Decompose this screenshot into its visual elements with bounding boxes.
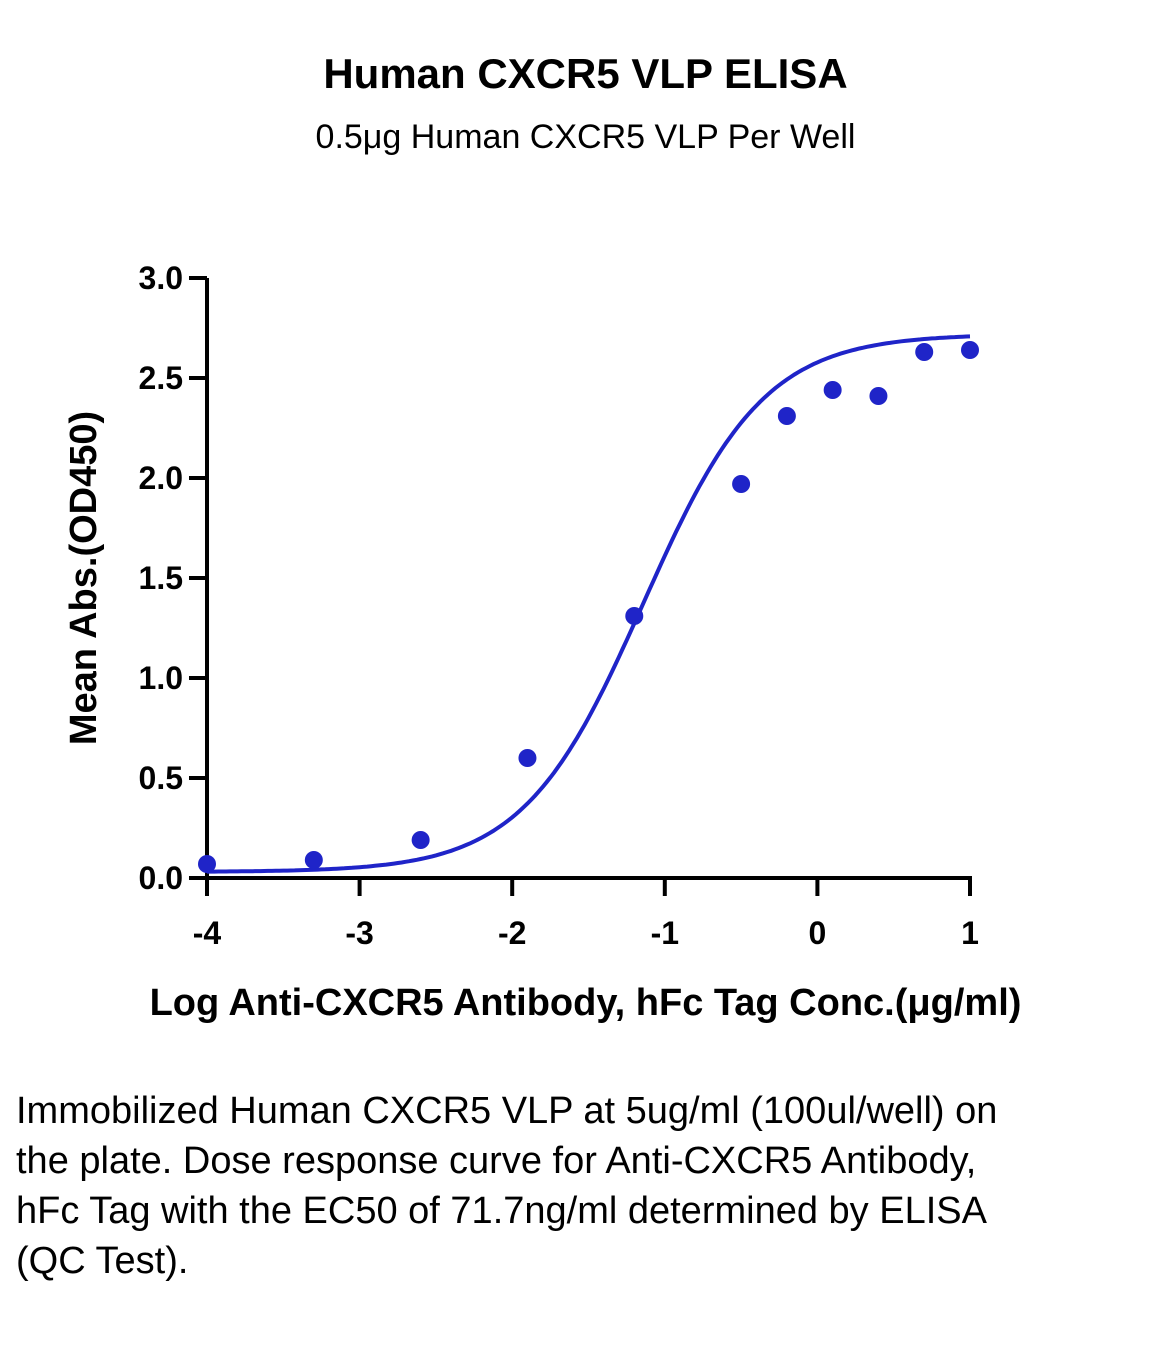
fit-curve-layer (207, 334, 971, 874)
x-tick-label: 1 (961, 915, 979, 951)
data-points-layer (198, 341, 979, 873)
y-tick-label: 2.5 (139, 360, 183, 396)
y-tick-label: 1.5 (139, 560, 183, 596)
x-tick-label: -1 (651, 915, 679, 951)
data-point (518, 749, 537, 767)
x-tick-label: -3 (345, 915, 373, 951)
y-tick-label: 1.0 (139, 660, 183, 696)
y-tick-label: 3.0 (139, 260, 183, 296)
x-tick-label: -4 (193, 915, 222, 951)
x-tick: -3 (345, 878, 374, 951)
y-tick-label: 0.5 (139, 760, 183, 796)
data-point (732, 475, 751, 493)
data-point (777, 407, 796, 425)
x-tick-label: 0 (809, 915, 827, 951)
y-tick: 2.5 (139, 360, 207, 396)
x-tick: -4 (193, 878, 222, 951)
x-tick: 1 (961, 878, 979, 951)
y-tick-label: 2.0 (139, 460, 183, 496)
x-axis-label: Log Anti-CXCR5 Antibody, hFc Tag Conc.(μ… (149, 982, 1022, 1024)
y-tick: 1.5 (139, 560, 207, 596)
fit-curve (207, 334, 971, 874)
x-tick: -1 (651, 878, 679, 951)
data-point (961, 341, 979, 359)
data-point (411, 831, 430, 849)
x-tick: -2 (498, 878, 526, 951)
data-point (625, 607, 644, 625)
data-point (304, 851, 323, 869)
x-tick-label: -2 (498, 915, 526, 951)
data-point (823, 381, 842, 399)
y-tick-label: 0.0 (139, 860, 183, 896)
chart-subtitle: 0.5μg Human CXCR5 VLP Per Well (315, 118, 856, 156)
figure-caption: Immobilized Human CXCR5 VLP at 5ug/ml (1… (16, 1090, 998, 1282)
y-axis-label: Mean Abs.(OD450) (63, 411, 105, 745)
chart-title: Human CXCR5 VLP ELISA (323, 50, 848, 97)
y-tick: 2.0 (139, 460, 207, 496)
y-tick: 3.0 (139, 260, 207, 296)
y-tick: 0.0 (139, 860, 207, 896)
y-tick: 0.5 (139, 760, 207, 796)
data-point (198, 855, 216, 873)
data-point (869, 387, 888, 405)
axes: 0.0 0.5 1.0 1.5 2.0 2.5 3.0 -4 -3 -2 -1 0 1 (139, 260, 979, 951)
x-tick: 0 (809, 878, 827, 951)
data-point (915, 343, 934, 361)
y-tick: 1.0 (139, 660, 207, 696)
